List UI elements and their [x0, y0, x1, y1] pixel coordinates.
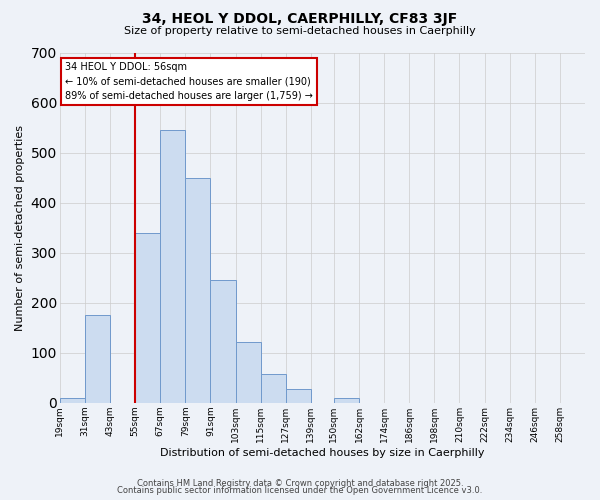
Bar [160, 130, 185, 403]
Bar [135, 233, 160, 403]
Y-axis label: Number of semi-detached properties: Number of semi-detached properties [15, 125, 25, 331]
Bar [60, 398, 85, 403]
Bar [211, 280, 236, 403]
Text: Contains HM Land Registry data © Crown copyright and database right 2025.: Contains HM Land Registry data © Crown c… [137, 478, 463, 488]
Bar [85, 316, 110, 403]
Bar [185, 178, 211, 403]
Text: 34 HEOL Y DDOL: 56sqm
← 10% of semi-detached houses are smaller (190)
89% of sem: 34 HEOL Y DDOL: 56sqm ← 10% of semi-deta… [65, 62, 313, 102]
Text: 34, HEOL Y DDOL, CAERPHILLY, CF83 3JF: 34, HEOL Y DDOL, CAERPHILLY, CF83 3JF [142, 12, 458, 26]
Text: Contains public sector information licensed under the Open Government Licence v3: Contains public sector information licen… [118, 486, 482, 495]
X-axis label: Distribution of semi-detached houses by size in Caerphilly: Distribution of semi-detached houses by … [160, 448, 485, 458]
Bar [236, 342, 260, 403]
Bar [286, 390, 311, 403]
Bar [260, 374, 286, 403]
Bar [334, 398, 359, 403]
Text: Size of property relative to semi-detached houses in Caerphilly: Size of property relative to semi-detach… [124, 26, 476, 36]
